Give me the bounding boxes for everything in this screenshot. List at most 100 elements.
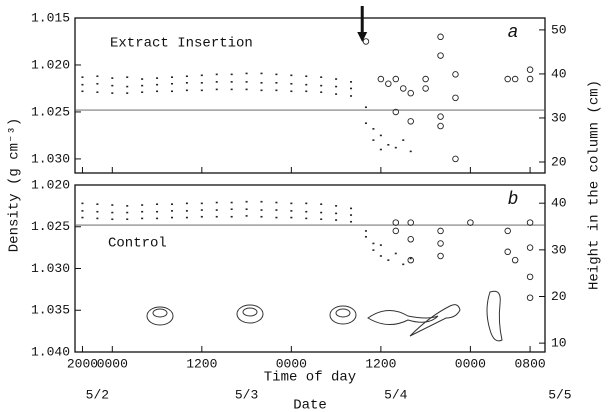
larva-illustrations <box>146 290 503 342</box>
x-tick-label: 0800 <box>514 356 545 371</box>
y-tick-label: 1.035 <box>31 303 70 318</box>
data-circle <box>407 219 414 226</box>
data-dot <box>409 257 412 260</box>
data-dot <box>126 218 129 221</box>
data-circle <box>526 66 534 73</box>
y-axis-label: Density (g cm⁻³) <box>7 118 23 252</box>
data-dot <box>305 202 308 205</box>
data-dot <box>275 73 278 76</box>
data-dot <box>185 75 188 78</box>
data-dot <box>394 146 397 149</box>
data-dot <box>81 90 84 93</box>
data-dot <box>170 90 173 93</box>
x-tick-label: 0000 <box>455 356 486 371</box>
data-dot <box>156 217 159 220</box>
data-circle <box>392 75 400 83</box>
data-dot <box>200 74 203 77</box>
data-dot <box>364 106 367 109</box>
annotation: Control <box>108 236 167 252</box>
y-tick-label: 1.020 <box>31 177 70 192</box>
data-dot <box>200 215 203 218</box>
data-dot <box>245 208 248 211</box>
data-dot <box>156 210 159 213</box>
data-dot <box>335 205 338 207</box>
data-dot <box>200 82 203 84</box>
plot-frame <box>74 17 546 174</box>
panel-label: b <box>508 190 519 210</box>
data-dot <box>215 88 218 91</box>
y2-axis-label: Height in the column (cm) <box>587 80 603 290</box>
data-circle <box>407 256 414 264</box>
data-dot <box>81 76 84 78</box>
data-dot <box>96 91 99 94</box>
x-tick-label: 1200 <box>186 356 217 371</box>
data-circle <box>422 85 429 92</box>
data-circle <box>511 75 519 83</box>
y-tick-label: 1.030 <box>31 151 70 166</box>
data-dot <box>126 76 129 78</box>
y2-tick-label: 30 <box>551 242 567 257</box>
data-dot <box>96 210 99 213</box>
data-dot <box>364 122 367 125</box>
y-tick-label: 1.030 <box>31 261 70 276</box>
data-dot <box>215 201 218 204</box>
data-circle <box>437 113 444 120</box>
data-dot <box>111 77 114 79</box>
data-dot <box>275 201 278 204</box>
data-dot <box>170 203 173 206</box>
y2-tick-label: 50 <box>551 22 567 37</box>
arrow-head <box>357 32 368 42</box>
data-dot <box>96 217 99 220</box>
data-dot <box>275 89 278 92</box>
data-dot <box>379 244 382 246</box>
x-tick-label: 0000 <box>97 356 128 371</box>
data-dot <box>372 128 375 130</box>
data-circle <box>422 75 429 83</box>
date-axis-label: Date <box>293 398 327 412</box>
y-tick-label: 1.040 <box>31 344 70 359</box>
data-dot <box>81 83 84 86</box>
data-circle <box>526 219 534 226</box>
data-dot <box>156 203 159 206</box>
data-circle <box>452 94 459 102</box>
data-circle <box>437 227 444 235</box>
data-dot <box>230 81 233 83</box>
data-dot <box>290 82 293 85</box>
data-dot <box>290 210 293 212</box>
data-dot <box>200 202 203 205</box>
data-dot <box>305 217 308 220</box>
data-circle <box>377 75 385 83</box>
data-dot <box>230 73 233 76</box>
data-dot <box>387 144 390 146</box>
data-dot <box>96 82 99 85</box>
data-circle <box>526 244 534 251</box>
data-dot <box>96 75 99 78</box>
data-dot <box>290 90 293 93</box>
data-dot <box>126 211 129 214</box>
data-dot <box>170 210 173 212</box>
date-label: 5/4 <box>384 387 408 402</box>
date-label: 5/5 <box>548 387 571 402</box>
data-dot <box>350 220 353 223</box>
data-dot <box>320 218 323 221</box>
data-dot <box>245 200 248 203</box>
data-dot <box>402 263 405 266</box>
data-dot <box>245 215 248 217</box>
data-dot <box>156 77 159 79</box>
data-dot <box>185 202 188 205</box>
data-dot <box>141 210 144 213</box>
x-tick-label: 0000 <box>276 356 307 371</box>
date-label: 5/2 <box>86 387 109 402</box>
data-circle <box>452 155 459 163</box>
data-dot <box>364 230 367 232</box>
data-dot <box>305 75 308 78</box>
data-dot <box>290 74 293 77</box>
data-dot <box>394 252 397 255</box>
data-dot <box>335 93 338 95</box>
data-circle <box>437 240 444 247</box>
data-dot <box>260 72 263 75</box>
data-dot <box>81 202 84 205</box>
data-dot <box>96 203 99 206</box>
data-dot <box>335 219 338 221</box>
